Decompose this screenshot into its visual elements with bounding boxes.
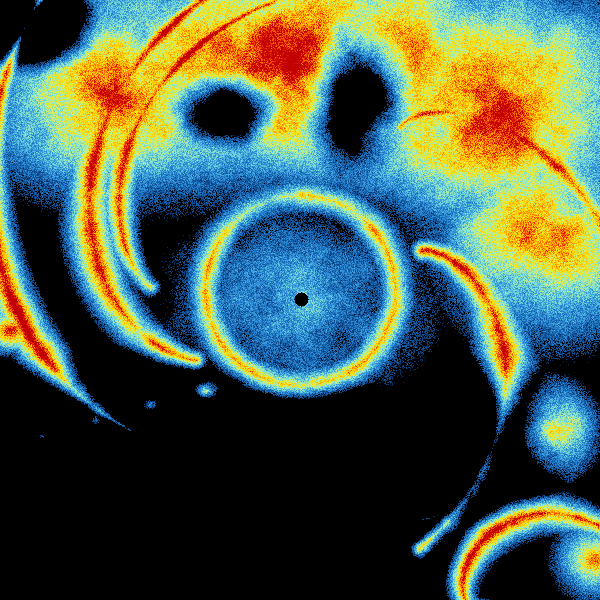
infrared-satellite-image [0, 0, 600, 600]
satellite-image-viewer: Infrared Satellite Imagery False-color i… [0, 0, 600, 600]
